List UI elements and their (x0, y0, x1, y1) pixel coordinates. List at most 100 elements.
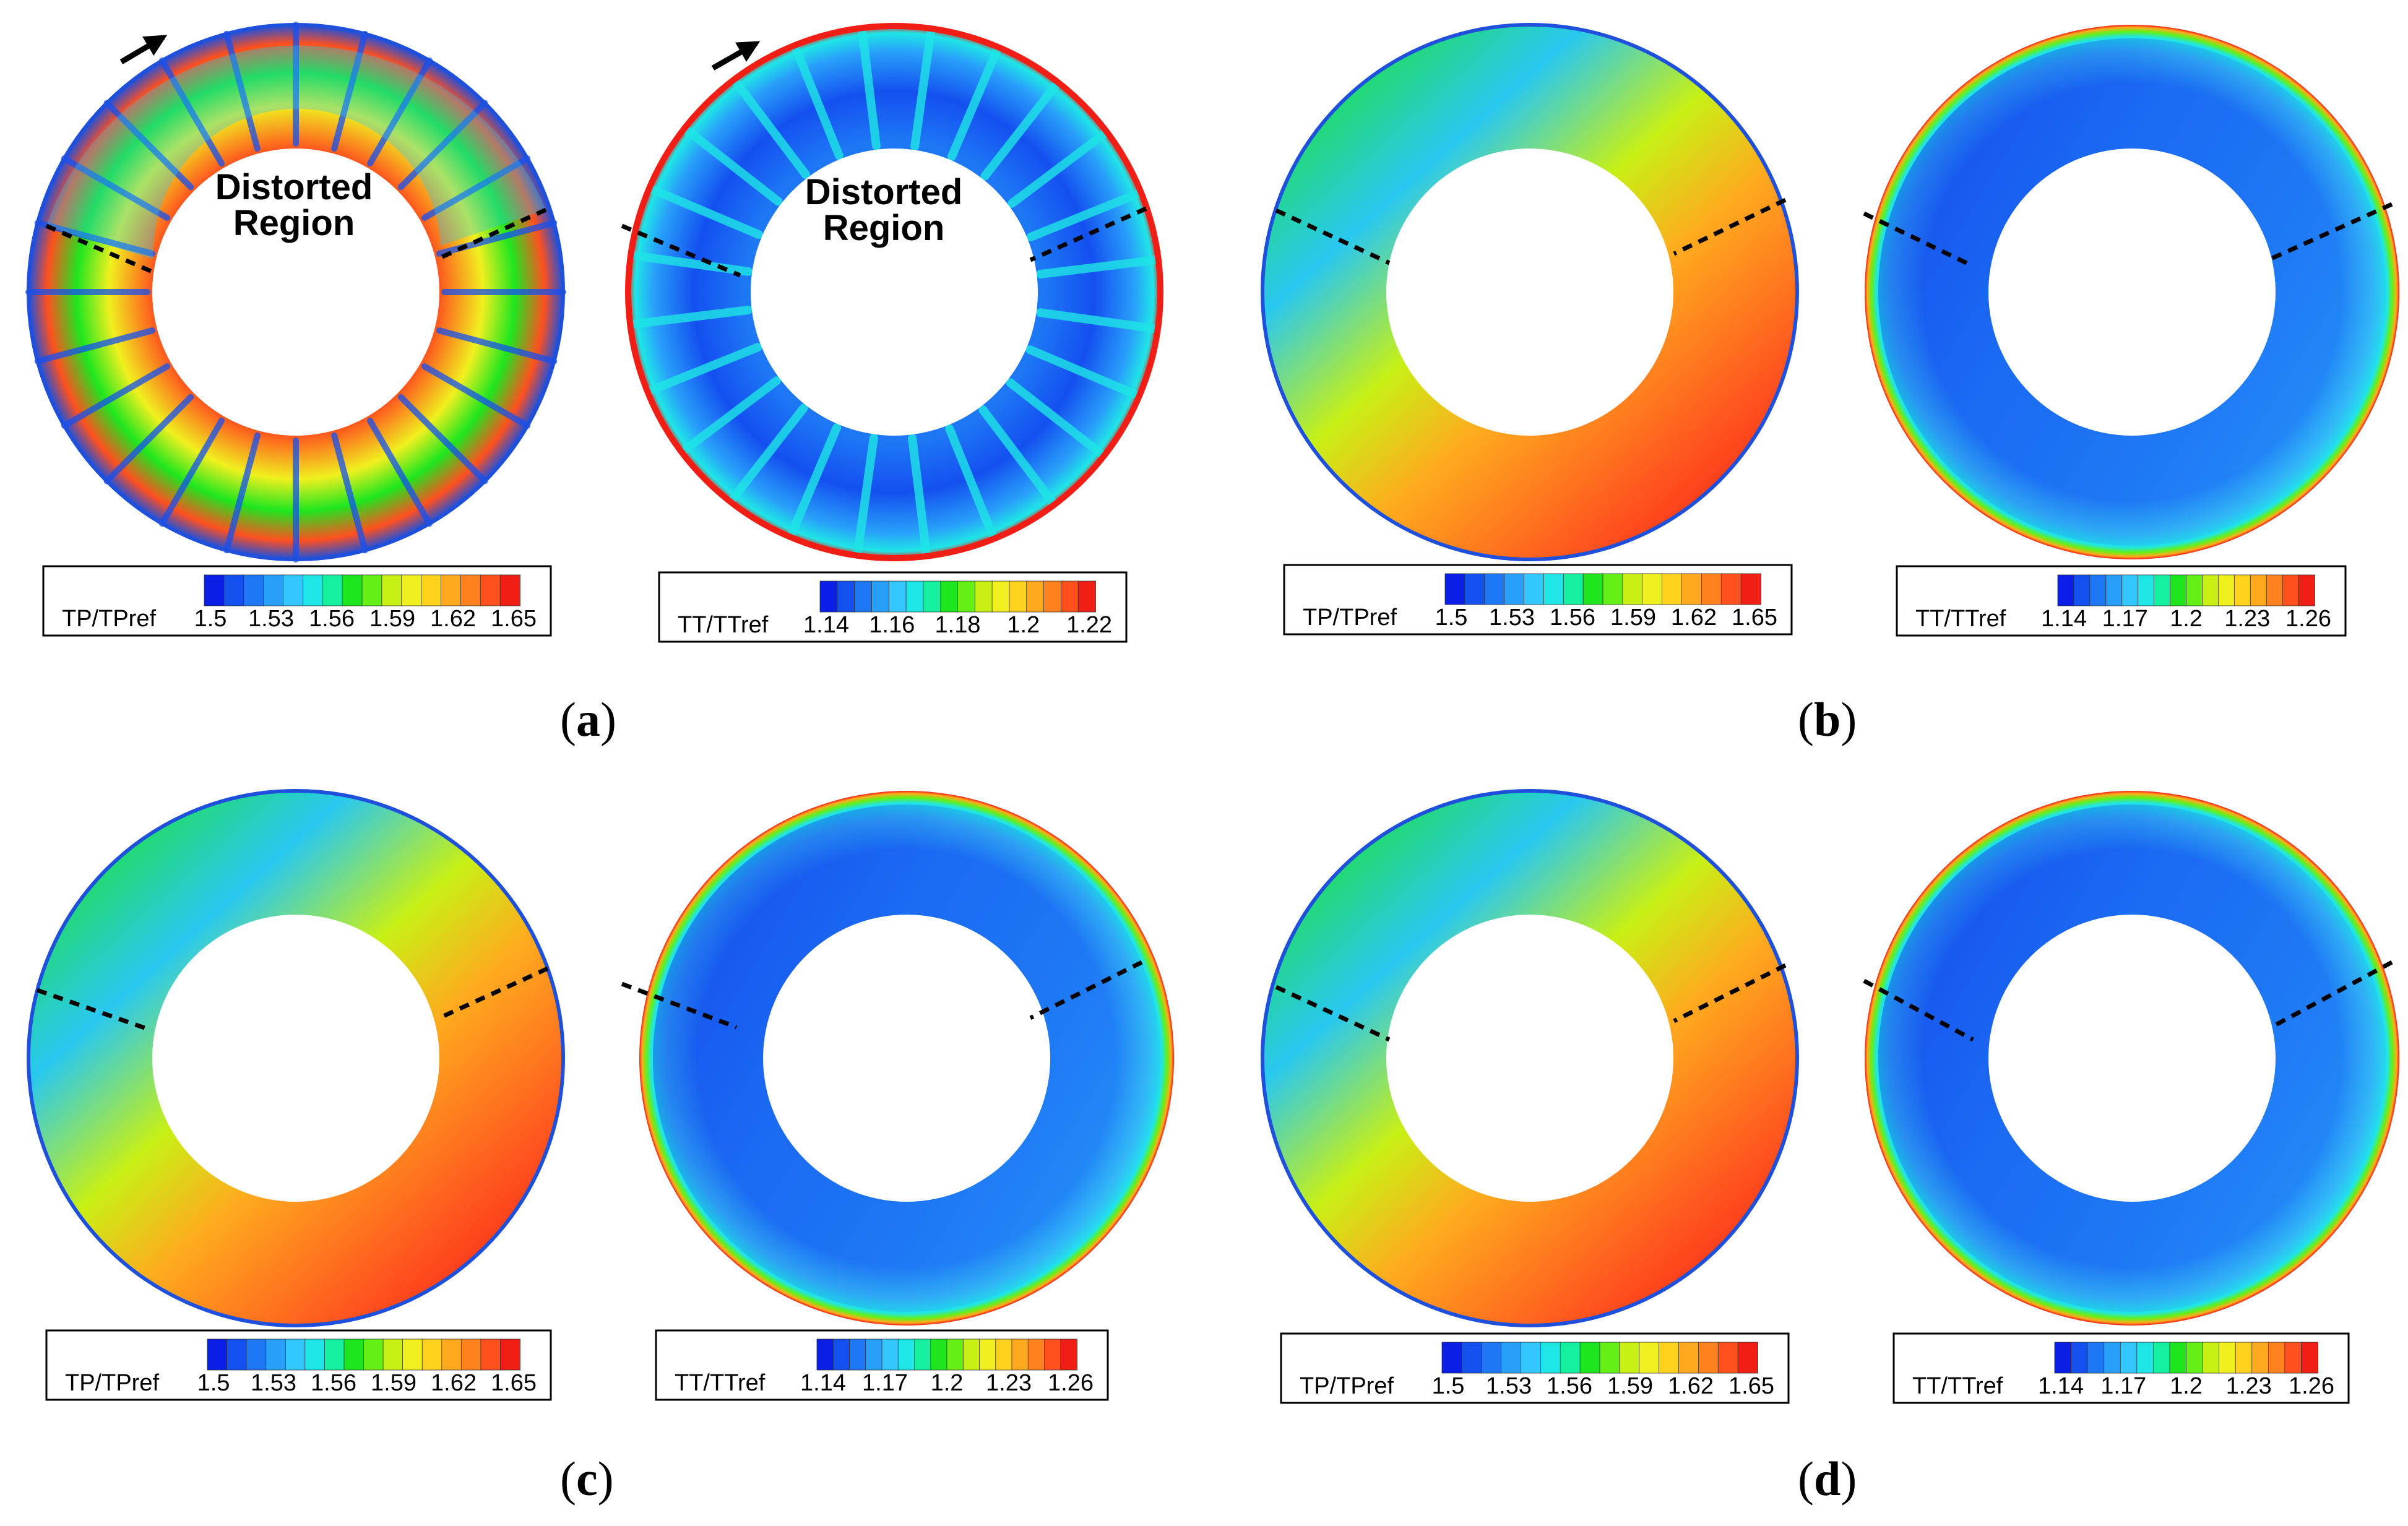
colorbar-swatch (946, 1338, 964, 1371)
colorbar-swatch (1043, 580, 1062, 613)
colorbar-swatch (2266, 574, 2284, 606)
colorbar-swatch (1011, 1338, 1029, 1371)
legend-tick: 1.23 (2224, 606, 2270, 632)
colorbar-swatch (1720, 573, 1742, 605)
panel-b (1261, 23, 2399, 561)
colorbar-swatch (1501, 1342, 1522, 1374)
panel-label-d: (d) (1798, 1452, 1857, 1506)
colorbar-swatch (2250, 574, 2268, 606)
colorbar-swatch (2089, 574, 2107, 606)
tp-contour-b (1261, 23, 1799, 561)
colorbar-swatch (1639, 1342, 1660, 1374)
legend-tt-b: TT/TTref 1.14 1.17 1.2 1.23 1.26 (1896, 565, 2347, 637)
legend-tp-c: TP/TPref 1.5 1.53 1.56 1.59 1.62 1.65 (45, 1329, 552, 1401)
legend-tt-a: TT/TTref 1.14 1.16 1.18 1.2 1.22 (658, 571, 1128, 643)
colorbar-swatch (1579, 1342, 1600, 1374)
panel-label-c: (c) (560, 1452, 614, 1506)
colorbar-swatch (401, 574, 422, 606)
colorbar-swatch (1009, 580, 1027, 613)
colorbar-swatch (460, 574, 481, 606)
colorbar-swatch (995, 1338, 1012, 1371)
colorbar-swatch (1717, 1342, 1739, 1374)
panel-a: Distorted Region Distorted Region (25, 22, 1163, 563)
legend-tp-a: TP/TPref 1.5 1.53 1.56 1.59 1.62 1.65 (42, 565, 552, 637)
colorbar-swatch (2071, 1342, 2089, 1374)
legend-tick: 1.16 (869, 612, 915, 638)
legend-title: TP/TPref (62, 606, 156, 632)
colorbar-swatch (283, 574, 304, 606)
colorbar-swatch (1481, 1342, 1502, 1374)
colorbar-swatch (2186, 574, 2203, 606)
legend-tick: 1.14 (803, 612, 849, 638)
colorbar-swatch (865, 1338, 883, 1371)
legend-tick: 1.59 (371, 1370, 416, 1396)
colorbar-swatch (957, 580, 976, 613)
colorbar-swatch (204, 574, 225, 606)
colorbar-swatch (2120, 1342, 2138, 1374)
colorbar-swatch (1027, 1338, 1045, 1371)
colorbar-swatch (2170, 574, 2187, 606)
legend-tt-c: TT/TTref 1.14 1.17 1.2 1.23 1.26 (655, 1329, 1109, 1401)
legend-tick: 1.2 (2170, 1373, 2203, 1399)
legend-tick: 1.5 (194, 606, 227, 632)
legend-title: TT/TTref (678, 612, 769, 638)
colorbar-swatch (991, 580, 1010, 613)
legend-tick: 1.5 (1432, 1373, 1465, 1399)
legend-title: TT/TTref (1915, 606, 2006, 632)
panel-d (1261, 789, 2399, 1327)
colorbar-swatch (832, 1338, 850, 1371)
colorbar-swatch (1464, 573, 1485, 605)
tp-contour-a (25, 22, 566, 563)
legend-tick: 1.14 (2041, 606, 2087, 632)
colorbar-swatch (1540, 1342, 1561, 1374)
panel-label-a: (a) (560, 692, 616, 746)
legend-tick: 1.17 (862, 1370, 908, 1396)
colorbar-swatch (2138, 574, 2155, 606)
colorbar-swatch (1740, 573, 1761, 605)
legend-tick: 1.23 (986, 1370, 1032, 1396)
colorbar-swatch (888, 580, 907, 613)
tt-contour-b (1865, 25, 2399, 559)
colorbar-swatch (1504, 573, 1525, 605)
sector-lines-a (45, 206, 1147, 278)
legend-tick: 1.59 (1610, 605, 1656, 631)
colorbar-swatch (1484, 573, 1505, 605)
legend-tick: 1.17 (2100, 1373, 2146, 1399)
colorbar-swatch (302, 574, 324, 606)
legend-tick: 1.14 (800, 1370, 846, 1396)
legend-title: TT/TTref (675, 1370, 766, 1396)
colorbar-swatch (243, 574, 264, 606)
legend-tick: 1.65 (491, 606, 537, 632)
colorbar-swatch (1563, 573, 1584, 605)
colorbar-swatch (2235, 1342, 2253, 1374)
colorbar-swatch (2104, 1342, 2121, 1374)
legend-title: TT/TTref (1912, 1373, 2003, 1399)
colorbar-swatch (979, 1338, 996, 1371)
colorbar-swatch (849, 1338, 866, 1371)
colorbar-swatch (1659, 1342, 1680, 1374)
colorbar-swatch (871, 580, 890, 613)
colorbar-swatch (1524, 573, 1545, 605)
colorbar-swatch (1444, 573, 1465, 605)
legend-tp-d: TP/TPref 1.5 1.53 1.56 1.59 1.62 1.65 (1280, 1332, 1790, 1404)
colorbar-swatch (381, 574, 402, 606)
colorbar-swatch (2219, 1342, 2237, 1374)
legend-tick: 1.56 (1550, 605, 1595, 631)
colorbar-swatch (819, 580, 838, 613)
colorbar-swatch (1521, 1342, 1542, 1374)
colorbar-swatch (363, 1338, 384, 1371)
legend-tick: 1.14 (2038, 1373, 2084, 1399)
colorbar-swatch (2121, 574, 2139, 606)
panel-label-b: (b) (1798, 692, 1857, 746)
legend-tick: 1.18 (935, 612, 981, 638)
colorbar-swatch (2152, 1342, 2170, 1374)
colorbar-swatch (2202, 1342, 2220, 1374)
colorbar-swatch (2073, 574, 2091, 606)
colorbar-swatch (460, 1338, 481, 1371)
legend-tick: 1.5 (1435, 605, 1468, 631)
sector-lines-c (36, 960, 1143, 1033)
colorbar-swatch (962, 1338, 980, 1371)
colorbar-swatch (1026, 580, 1045, 613)
colorbar-swatch (304, 1338, 326, 1371)
colorbar-swatch (322, 574, 343, 606)
